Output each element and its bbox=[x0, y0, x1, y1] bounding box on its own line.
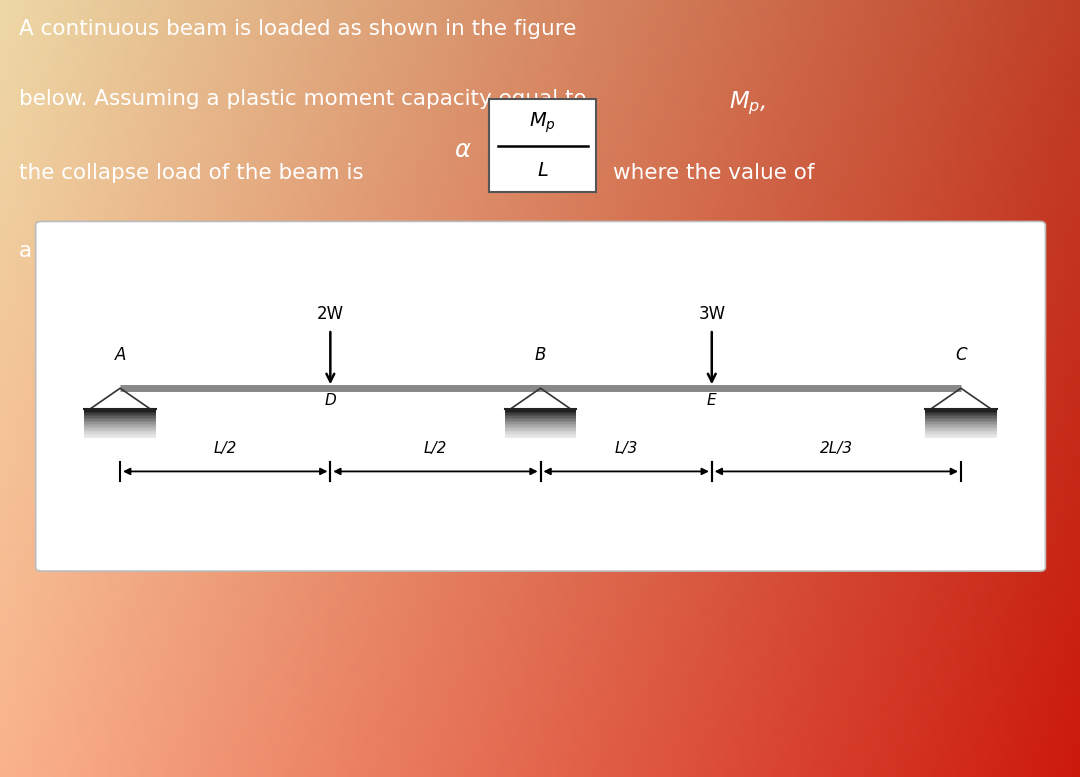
Bar bbox=[504, 433, 577, 434]
Bar bbox=[926, 423, 997, 425]
Bar bbox=[84, 435, 156, 437]
Bar bbox=[926, 419, 997, 420]
Bar bbox=[504, 425, 577, 427]
Text: D: D bbox=[324, 392, 336, 407]
Bar bbox=[84, 433, 156, 434]
Bar bbox=[84, 419, 156, 420]
Bar bbox=[84, 416, 156, 418]
Bar bbox=[504, 416, 577, 418]
Bar bbox=[504, 410, 577, 412]
Bar bbox=[84, 430, 156, 431]
Text: 3W: 3W bbox=[698, 305, 726, 322]
Bar bbox=[926, 427, 997, 428]
Bar bbox=[84, 415, 156, 416]
Text: $M_p$,: $M_p$, bbox=[729, 89, 766, 117]
Text: L/2: L/2 bbox=[214, 441, 237, 456]
Text: B: B bbox=[535, 346, 546, 364]
Bar bbox=[84, 420, 156, 422]
Bar bbox=[504, 431, 577, 433]
Text: L/2: L/2 bbox=[423, 441, 447, 456]
Text: $M_p$: $M_p$ bbox=[529, 110, 556, 134]
Bar bbox=[926, 437, 997, 438]
Bar bbox=[504, 434, 577, 435]
Bar bbox=[84, 418, 156, 419]
Bar bbox=[84, 412, 156, 413]
Bar bbox=[84, 425, 156, 427]
Text: $L$: $L$ bbox=[537, 161, 549, 180]
Bar bbox=[504, 418, 577, 419]
Bar bbox=[84, 423, 156, 425]
Bar bbox=[926, 422, 997, 423]
Bar bbox=[926, 415, 997, 416]
Bar bbox=[84, 431, 156, 433]
Bar bbox=[504, 422, 577, 423]
Text: E: E bbox=[707, 392, 717, 407]
Bar bbox=[926, 428, 997, 430]
Bar bbox=[504, 423, 577, 425]
Bar bbox=[504, 420, 577, 422]
Bar bbox=[504, 409, 577, 410]
FancyBboxPatch shape bbox=[489, 99, 596, 192]
Bar bbox=[84, 434, 156, 435]
Bar bbox=[926, 433, 997, 434]
Bar bbox=[926, 418, 997, 419]
Bar bbox=[504, 430, 577, 431]
Bar bbox=[504, 435, 577, 437]
Bar bbox=[504, 412, 577, 413]
Text: C: C bbox=[955, 346, 967, 364]
Bar bbox=[926, 410, 997, 412]
Text: L/3: L/3 bbox=[615, 441, 638, 456]
Text: $\alpha$: $\alpha$ bbox=[455, 138, 472, 162]
Bar bbox=[926, 420, 997, 422]
Text: where the value of: where the value of bbox=[613, 163, 815, 183]
Bar bbox=[84, 427, 156, 428]
Bar bbox=[84, 413, 156, 415]
Bar bbox=[84, 428, 156, 430]
Text: 2L/3: 2L/3 bbox=[820, 441, 853, 456]
Text: the collapse load of the beam is: the collapse load of the beam is bbox=[19, 163, 364, 183]
Bar bbox=[504, 413, 577, 415]
FancyBboxPatch shape bbox=[36, 221, 1045, 571]
Text: 2W: 2W bbox=[316, 305, 343, 322]
Bar bbox=[84, 409, 156, 410]
Bar bbox=[926, 413, 997, 415]
Bar bbox=[84, 422, 156, 423]
Bar bbox=[504, 428, 577, 430]
Bar bbox=[926, 416, 997, 418]
Bar bbox=[84, 410, 156, 412]
Bar bbox=[504, 427, 577, 428]
Text: a is: a is bbox=[19, 241, 56, 261]
Bar bbox=[926, 431, 997, 433]
Bar bbox=[926, 409, 997, 410]
Bar bbox=[84, 437, 156, 438]
Bar bbox=[504, 419, 577, 420]
Text: below. Assuming a plastic moment capacity equal to: below. Assuming a plastic moment capacit… bbox=[19, 89, 594, 110]
Text: A: A bbox=[114, 346, 126, 364]
Bar bbox=[926, 425, 997, 427]
Bar bbox=[926, 434, 997, 435]
Bar bbox=[926, 435, 997, 437]
Bar bbox=[926, 430, 997, 431]
Text: .: . bbox=[205, 241, 212, 261]
Text: A continuous beam is loaded as shown in the figure: A continuous beam is loaded as shown in … bbox=[19, 19, 577, 40]
Bar bbox=[926, 412, 997, 413]
Bar bbox=[504, 437, 577, 438]
Bar bbox=[504, 415, 577, 416]
